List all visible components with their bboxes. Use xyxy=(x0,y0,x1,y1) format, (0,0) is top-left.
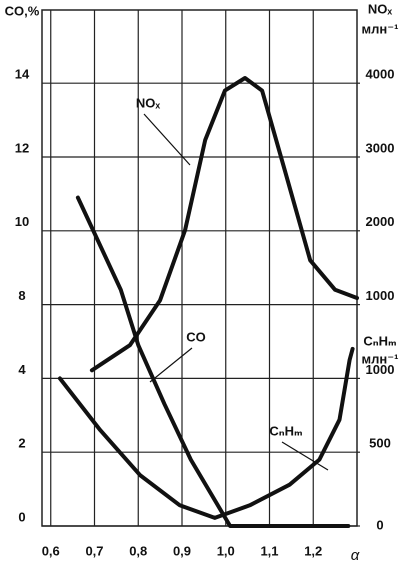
x-axis-title: α xyxy=(351,547,360,564)
y-tick-label: 8 xyxy=(18,288,25,303)
label-leader xyxy=(149,347,193,383)
series-label: CₙHₘ xyxy=(269,423,302,438)
y2-tick-label: 4000 xyxy=(366,67,395,82)
y2-axis-unit: млн⁻¹ xyxy=(362,21,399,36)
y2-tick-label: 2000 xyxy=(366,214,395,229)
x-tick-label: 1,0 xyxy=(217,543,235,558)
x-tick-label: 0,8 xyxy=(129,543,147,558)
y-tick-label: 10 xyxy=(15,214,29,229)
line-series xyxy=(57,346,355,520)
y3-tick-label: 500 xyxy=(369,436,391,451)
series-label: CO xyxy=(186,329,206,344)
x-tick-label: 1,1 xyxy=(260,543,278,558)
x-tick-label: 0,7 xyxy=(85,543,103,558)
x-tick-label: 0,6 xyxy=(42,543,60,558)
label-leader xyxy=(281,441,329,471)
line-series xyxy=(75,195,351,528)
y-tick-label: 4 xyxy=(18,362,26,377)
series-label: NOₓ xyxy=(136,95,161,110)
y-axis-title: CO,% xyxy=(5,3,40,18)
y3-tick-label: 1000 xyxy=(366,362,395,377)
y-tick-label: 2 xyxy=(18,436,25,451)
y3-axis-unit: млн⁻¹ xyxy=(362,351,399,366)
y2-tick-label: 1000 xyxy=(366,288,395,303)
y2-axis-title: NOₓ xyxy=(368,1,393,16)
y-tick-label: 14 xyxy=(15,67,30,82)
y-tick-label: 12 xyxy=(15,140,29,155)
plot-frame xyxy=(41,9,358,527)
y3-tick-label: 0 xyxy=(376,517,383,532)
line-series xyxy=(89,76,359,373)
x-tick-label: 0,9 xyxy=(173,543,191,558)
label-leader xyxy=(143,113,191,166)
y2-tick-label: 3000 xyxy=(366,140,395,155)
y-tick-label: 0 xyxy=(18,509,25,524)
y3-axis-title: CₙHₘ xyxy=(363,333,396,348)
x-tick-label: 1,2 xyxy=(304,543,322,558)
